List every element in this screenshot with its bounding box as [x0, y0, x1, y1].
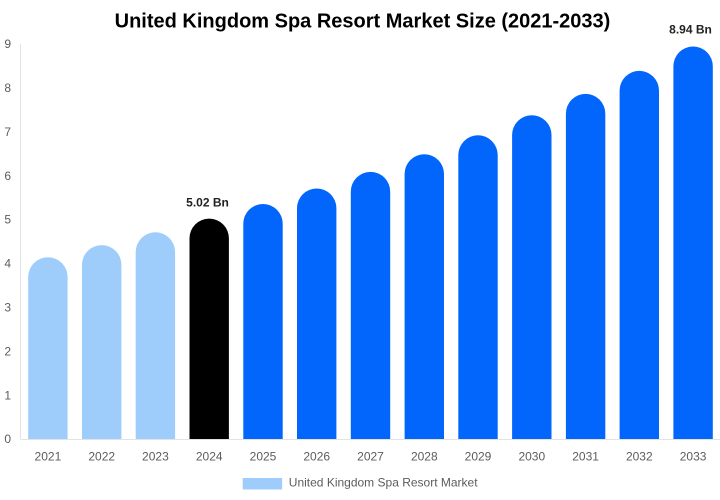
- svg-text:2: 2: [4, 344, 11, 358]
- svg-text:United Kingdom Spa Resort Mark: United Kingdom Spa Resort Market Size (2…: [115, 11, 611, 33]
- svg-text:2023: 2023: [142, 449, 169, 463]
- svg-text:6: 6: [4, 169, 11, 183]
- svg-text:2026: 2026: [303, 449, 330, 463]
- svg-text:8.94 Bn: 8.94 Bn: [669, 23, 712, 37]
- svg-text:2029: 2029: [465, 449, 492, 463]
- svg-text:2022: 2022: [88, 449, 115, 463]
- svg-text:5: 5: [4, 213, 11, 227]
- svg-text:5.02 Bn: 5.02 Bn: [186, 196, 229, 210]
- svg-text:7: 7: [4, 125, 11, 139]
- svg-text:2031: 2031: [572, 449, 599, 463]
- svg-text:1: 1: [4, 388, 11, 402]
- svg-text:2030: 2030: [518, 449, 545, 463]
- svg-text:2024: 2024: [196, 449, 223, 463]
- svg-text:2025: 2025: [250, 449, 277, 463]
- svg-text:United Kingdom Spa Resort Mark: United Kingdom Spa Resort Market: [289, 476, 478, 490]
- svg-text:2033: 2033: [680, 449, 707, 463]
- svg-text:2032: 2032: [626, 449, 653, 463]
- svg-text:2027: 2027: [357, 449, 384, 463]
- svg-text:2028: 2028: [411, 449, 438, 463]
- svg-text:4: 4: [4, 257, 11, 271]
- svg-text:2021: 2021: [35, 449, 62, 463]
- svg-text:9: 9: [4, 37, 11, 51]
- svg-text:8: 8: [4, 81, 11, 95]
- svg-text:0: 0: [4, 432, 11, 446]
- svg-text:3: 3: [4, 301, 11, 315]
